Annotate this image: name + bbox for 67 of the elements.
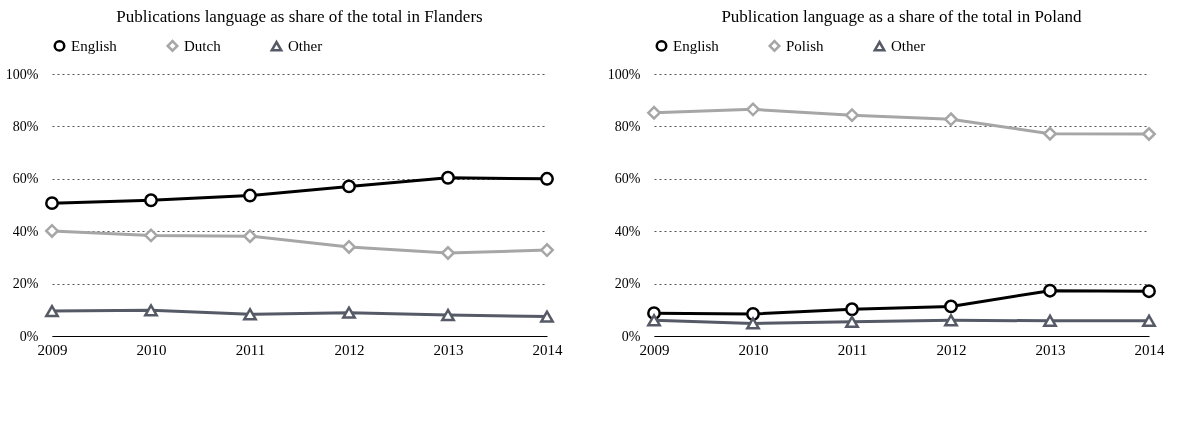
point bbox=[746, 317, 760, 330]
point bbox=[746, 102, 760, 117]
y-tick-label: 60% bbox=[12, 171, 39, 187]
x-tick-label: 2014 bbox=[532, 341, 563, 358]
x-tick-label: 2009 bbox=[37, 341, 68, 358]
point bbox=[45, 223, 59, 238]
y-tick-label: 40% bbox=[614, 223, 641, 239]
x-tick-label: 2012 bbox=[936, 341, 967, 358]
point bbox=[845, 108, 859, 123]
y-tick-label: 40% bbox=[12, 223, 39, 239]
point bbox=[746, 307, 760, 321]
point bbox=[647, 105, 661, 120]
point bbox=[944, 299, 958, 314]
point bbox=[144, 193, 158, 208]
y-tick-label: 100% bbox=[5, 66, 39, 82]
legend-label: English bbox=[71, 37, 118, 54]
y-tick-label: 80% bbox=[614, 118, 641, 134]
point bbox=[1043, 126, 1057, 141]
point bbox=[441, 170, 455, 185]
y-tick-label: 0% bbox=[621, 328, 641, 344]
point bbox=[45, 196, 59, 211]
x-tick-label: 2010 bbox=[136, 341, 167, 358]
y-tick-label: 80% bbox=[12, 118, 39, 134]
legend-label: English bbox=[673, 37, 720, 54]
point bbox=[1142, 127, 1156, 141]
point bbox=[342, 239, 356, 254]
point bbox=[441, 245, 455, 260]
point bbox=[243, 188, 257, 203]
x-tick-label: 2011 bbox=[837, 341, 868, 358]
point bbox=[540, 171, 554, 186]
point bbox=[144, 304, 158, 317]
point bbox=[944, 112, 958, 127]
x-tick-label: 2011 bbox=[235, 341, 266, 358]
legend-label: Other bbox=[891, 38, 926, 55]
y-tick-label: 20% bbox=[12, 276, 39, 292]
chart-title: Publications language as share of the total in Flanders bbox=[116, 7, 483, 26]
point bbox=[243, 308, 257, 321]
y-tick-label: 100% bbox=[607, 66, 641, 82]
point bbox=[540, 310, 554, 323]
point bbox=[243, 229, 257, 244]
legend-label: Polish bbox=[786, 37, 825, 54]
x-tick-label: 2013 bbox=[433, 341, 464, 358]
y-tick-label: 60% bbox=[614, 171, 641, 187]
point bbox=[540, 243, 554, 258]
point bbox=[342, 179, 356, 194]
point bbox=[45, 304, 59, 318]
x-tick-label: 2012 bbox=[334, 341, 365, 358]
x-tick-label: 2013 bbox=[1035, 341, 1066, 358]
x-tick-label: 2010 bbox=[738, 341, 769, 358]
legend-label: Other bbox=[288, 38, 323, 55]
point bbox=[1142, 314, 1156, 327]
point bbox=[845, 315, 859, 329]
point bbox=[144, 228, 158, 243]
x-tick-label: 2014 bbox=[1134, 341, 1165, 358]
y-tick-label: 0% bbox=[19, 328, 39, 344]
y-tick-label: 20% bbox=[614, 276, 641, 292]
point bbox=[845, 302, 859, 317]
point bbox=[342, 306, 356, 319]
point bbox=[1043, 314, 1057, 327]
point bbox=[944, 314, 958, 327]
chart-title: Publication language as a share of the total in Poland bbox=[721, 7, 1083, 26]
x-tick-label: 2009 bbox=[639, 341, 670, 358]
point bbox=[1043, 283, 1057, 298]
legend-label: Dutch bbox=[184, 37, 222, 54]
point bbox=[1142, 284, 1156, 299]
point bbox=[647, 314, 661, 327]
point bbox=[441, 308, 455, 322]
